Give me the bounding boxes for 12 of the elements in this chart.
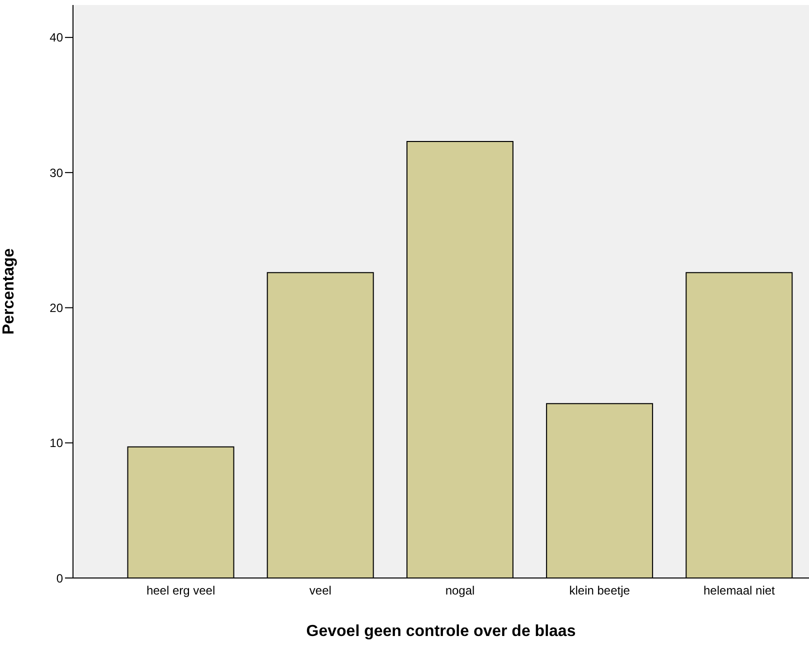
x-tick-label: klein beetje bbox=[569, 584, 630, 598]
y-tick-label: 10 bbox=[50, 436, 64, 450]
y-axis-title: Percentage bbox=[0, 248, 18, 335]
x-tick-label: helemaal niet bbox=[704, 584, 776, 598]
x-tick-label: heel erg veel bbox=[146, 584, 216, 598]
y-tick-label: 0 bbox=[56, 571, 64, 586]
y-tick-label: 40 bbox=[50, 30, 64, 45]
x-tick-label: nogal bbox=[445, 584, 475, 598]
x-tick-label: veel bbox=[309, 584, 332, 598]
y-tick-label: 30 bbox=[50, 166, 64, 180]
x-axis-title: Gevoel geen controle over de blaas bbox=[306, 623, 576, 640]
y-tick-label: 20 bbox=[50, 300, 64, 315]
